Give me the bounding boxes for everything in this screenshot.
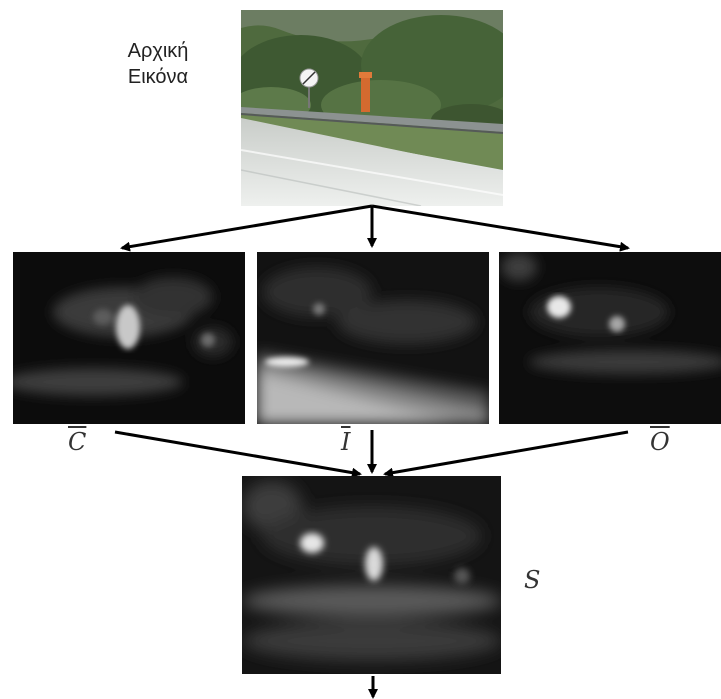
- color-map-label: C: [68, 428, 87, 456]
- input-image: [241, 10, 503, 206]
- input-caption-line-2: Εικόνα: [127, 66, 189, 88]
- color-conspicuity-map: [13, 252, 245, 424]
- arrow-to-color-map: [120, 204, 373, 252]
- input-caption-line-1: Αρχική: [127, 40, 189, 62]
- orientation-conspicuity-map: [499, 252, 721, 424]
- arrow-orientation-to-saliency: [383, 430, 629, 478]
- arrow-to-orientation-map: [371, 204, 630, 252]
- orientation-map-label: O: [650, 428, 670, 456]
- intensity-conspicuity-map: [257, 252, 489, 424]
- arrow-color-to-saliency: [114, 430, 362, 478]
- intensity-map-label: I: [341, 428, 351, 456]
- saliency-map: [242, 476, 501, 674]
- input-image-caption: Αρχική Εικόνα: [108, 38, 208, 90]
- saliency-map-label: S: [524, 566, 541, 594]
